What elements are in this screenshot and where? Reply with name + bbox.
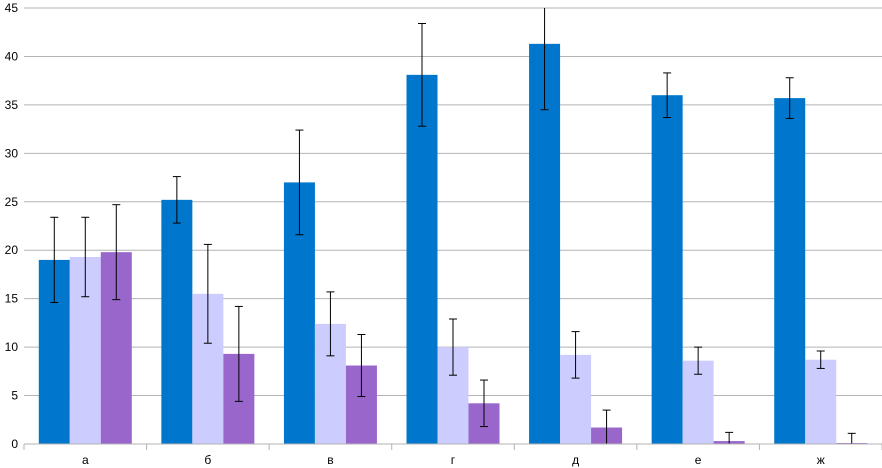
y-tick-label: 40 bbox=[5, 49, 19, 63]
y-tick-label: 30 bbox=[5, 146, 19, 160]
bar bbox=[774, 98, 806, 445]
y-tick-label: 0 bbox=[11, 437, 18, 451]
y-tick-label: 10 bbox=[5, 340, 19, 354]
y-tick-labels: 0 5 10 15 20 25 30 35 40 45 bbox=[5, 1, 19, 451]
x-tick-label: г bbox=[451, 453, 456, 467]
y-tick-label: 5 bbox=[11, 389, 18, 403]
bar-marks bbox=[38, 43, 868, 445]
x-tick-label: в bbox=[327, 453, 333, 467]
axes bbox=[23, 443, 882, 450]
y-tick-label: 35 bbox=[5, 98, 19, 112]
x-tick-label: ж bbox=[817, 453, 825, 467]
y-tick-label: 15 bbox=[5, 292, 19, 306]
x-tick-label: е bbox=[695, 453, 702, 467]
bar bbox=[406, 74, 438, 444]
x-tick-label: д bbox=[572, 453, 579, 467]
x-tick-label: а bbox=[82, 453, 89, 467]
bar bbox=[651, 95, 683, 444]
y-tick-label: 45 bbox=[5, 1, 19, 15]
x-tick-label: б bbox=[204, 453, 211, 467]
bar bbox=[805, 359, 837, 444]
x-tick-labels: а б в г д е ж bbox=[82, 453, 825, 467]
y-tick-label: 20 bbox=[5, 243, 19, 257]
bar bbox=[529, 43, 561, 445]
bar bbox=[161, 199, 193, 444]
y-tick-label: 25 bbox=[5, 195, 19, 209]
